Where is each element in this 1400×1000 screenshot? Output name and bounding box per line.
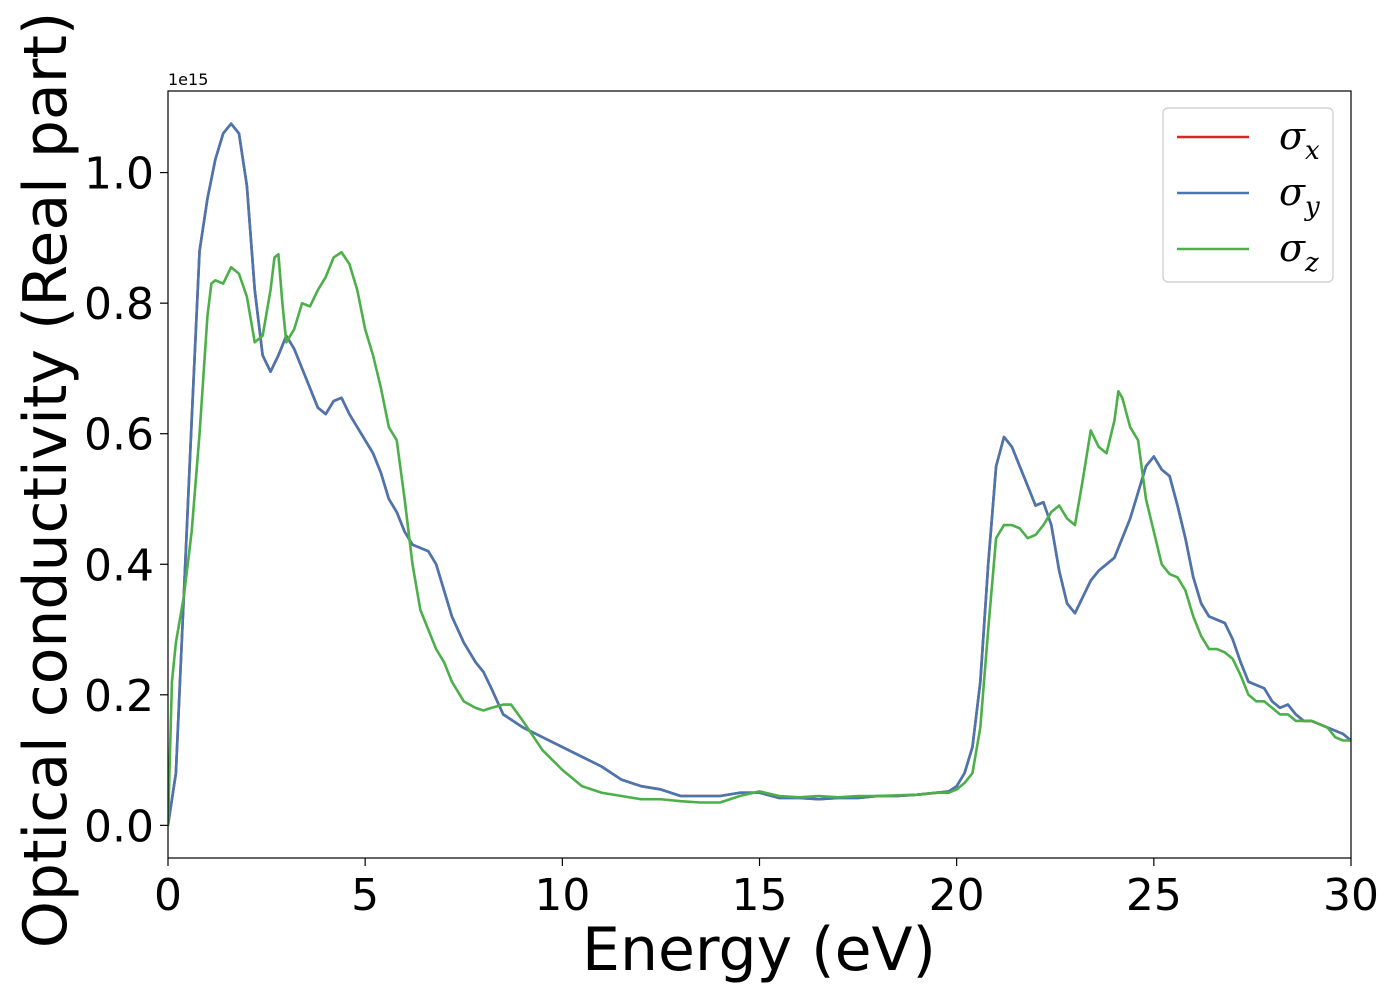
y-tick-label: 0.2 xyxy=(84,671,154,722)
legend-frame xyxy=(1162,107,1334,283)
x-tick-label: 0 xyxy=(154,870,182,921)
y-axis-title: Optical conductivity (Real part) xyxy=(11,12,81,949)
legend-label-x: σx xyxy=(1279,114,1320,166)
y-tick-label: 0.8 xyxy=(84,279,154,330)
y-tick-label: 0.0 xyxy=(84,801,154,852)
x-axis-ticks: 0 5 10 15 20 25 30 xyxy=(154,858,1379,921)
y-offset-label: 1e15 xyxy=(168,70,208,89)
x-tick-label: 25 xyxy=(1126,870,1182,921)
x-tick-label: 10 xyxy=(534,870,590,921)
x-tick-label: 20 xyxy=(929,870,985,921)
y-axis-ticks: 0.0 0.2 0.4 0.6 0.8 1.0 xyxy=(84,149,168,852)
y-tick-label: 0.6 xyxy=(84,410,154,461)
legend-label-y: σy xyxy=(1279,170,1320,222)
y-tick-label: 0.4 xyxy=(84,540,154,591)
x-axis-title: Energy (eV) xyxy=(582,915,936,985)
x-tick-label: 30 xyxy=(1323,870,1379,921)
y-tick-label: 1.0 xyxy=(84,149,154,200)
series-line-y xyxy=(168,122,1351,827)
series-line-z xyxy=(168,250,1351,827)
x-tick-label: 5 xyxy=(351,870,379,921)
series-layer xyxy=(168,122,1351,827)
x-tick-label: 15 xyxy=(732,870,788,921)
legend-label-z: σz xyxy=(1279,226,1319,278)
